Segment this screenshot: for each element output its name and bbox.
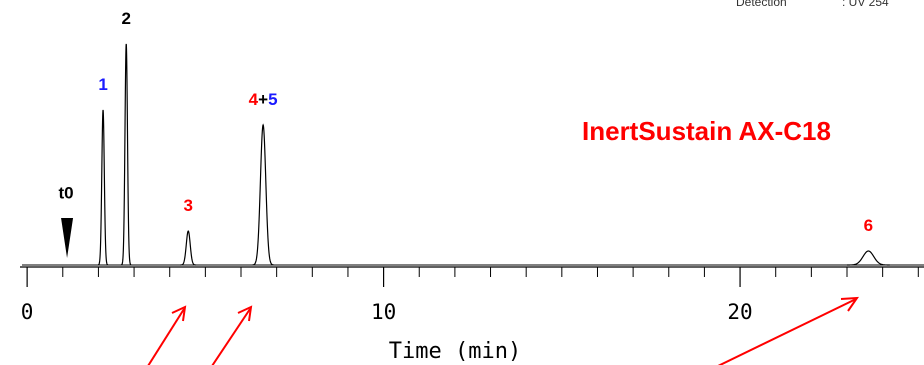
peak (121, 43, 132, 266)
x-axis-label: Time (min) (389, 339, 521, 364)
arrow (211, 308, 251, 365)
arrow (717, 298, 857, 365)
peak-label-part: 6 (864, 216, 873, 235)
x-tick-label: 10 (371, 300, 396, 324)
peak-label: 6 (864, 216, 873, 235)
arrows (147, 296, 859, 365)
arrow-head (840, 296, 859, 312)
arrow (147, 308, 185, 365)
peak-label-part: 5 (268, 90, 277, 109)
peak-label-part: 3 (184, 196, 193, 215)
x-tick-label: 20 (727, 300, 752, 324)
peak-label-part: + (258, 90, 268, 109)
peak (846, 250, 890, 266)
peak (252, 123, 274, 266)
arrow-head (237, 305, 253, 322)
t0-marker (61, 218, 74, 258)
arrow-head (171, 305, 187, 322)
t0-label: t0 (58, 183, 73, 202)
detection-value: : UV 254 (842, 0, 889, 9)
peak (180, 230, 197, 266)
x-tick-label: 0 (21, 300, 34, 324)
chart-title: InertSustain AX-C18 (582, 116, 831, 146)
peak (97, 109, 109, 266)
peak-label-part: 2 (121, 9, 130, 28)
peak-label-part: 4 (249, 90, 259, 109)
peak-label: 4+5 (249, 90, 278, 109)
peak-label: 3 (184, 196, 193, 215)
peak-label-part: 1 (98, 75, 107, 94)
peak-label: 2 (121, 9, 130, 28)
peak-label: 1 (98, 75, 107, 94)
detection-label: Detection (736, 0, 787, 9)
